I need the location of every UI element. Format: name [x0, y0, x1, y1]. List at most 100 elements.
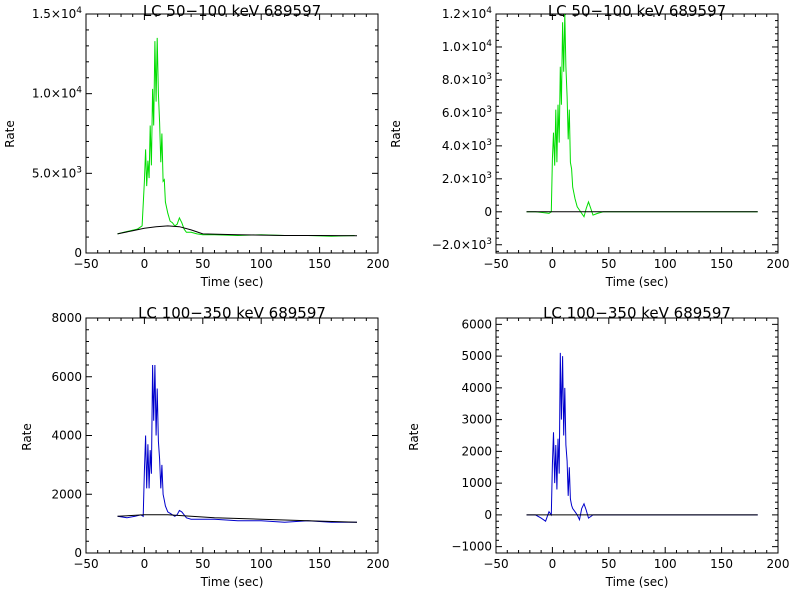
- x-tick-label: 150: [710, 557, 733, 571]
- y-tick-label-text: 0: [484, 205, 492, 219]
- y-tick-label: 1.5×104: [32, 6, 82, 21]
- y-tick-label-text: 3000: [461, 413, 492, 427]
- panel-bottom-right: LC 100−350 keV 689597 Time (sec) Rate −5…: [407, 304, 789, 589]
- plot-frame: [495, 13, 779, 254]
- y-tick-label-text: 8.0×10: [442, 73, 486, 87]
- y-tick-label-text: 0: [484, 508, 492, 522]
- y-tick-label: 0: [74, 546, 82, 560]
- y-tick-label-text: 1.5×10: [32, 7, 76, 21]
- y-axis-label: Rate: [407, 423, 421, 451]
- y-tick-label: 0: [484, 508, 492, 522]
- x-tick-label: 150: [710, 257, 733, 271]
- y-tick-label-text: 1.0×10: [32, 87, 76, 101]
- y-tick-label: 0: [484, 205, 492, 219]
- y-tick-label: 2000: [461, 444, 492, 458]
- plot-frame: [85, 13, 379, 254]
- x-tick-label: 200: [767, 257, 790, 271]
- y-tick-label: 6000: [51, 370, 82, 384]
- y-tick-exponent: 3: [486, 237, 492, 247]
- x-tick-label: 150: [308, 557, 331, 571]
- panel-top-right: LC 50−100 keV 689597 Time (sec) Rate −50…: [389, 2, 789, 289]
- y-tick-exponent: 4: [76, 86, 82, 96]
- x-tick-label: 200: [367, 257, 390, 271]
- x-axis-label: Time (sec): [605, 575, 669, 589]
- y-tick-exponent: 4: [486, 6, 492, 16]
- series-line: [526, 13, 758, 218]
- series-line: [117, 37, 355, 237]
- y-tick-label: 1.2×104: [442, 6, 492, 21]
- y-tick-label-text: 4000: [461, 381, 492, 395]
- x-axis-label: Time (sec): [200, 575, 264, 589]
- panel-title: LC 50−100 keV 689597: [548, 2, 726, 20]
- x-tick-label: 50: [195, 257, 210, 271]
- series-line: [117, 364, 357, 523]
- y-tick-label: 1000: [461, 476, 492, 490]
- x-tick-label: −50: [73, 257, 98, 271]
- series-line: [526, 352, 758, 522]
- panel-title: LC 100−350 keV 689597: [138, 304, 326, 322]
- x-tick-label: 0: [141, 557, 149, 571]
- panel-bottom-left: LC 100−350 keV 689597 Time (sec) Rate −5…: [20, 304, 389, 589]
- y-tick-label: 4.0×103: [442, 138, 492, 153]
- y-tick-label: 2000: [51, 487, 82, 501]
- x-tick-label: 100: [654, 557, 677, 571]
- x-tick-label: 50: [195, 557, 210, 571]
- x-tick-label: 50: [601, 557, 616, 571]
- x-tick-label: −50: [483, 557, 508, 571]
- plot-frame: [495, 317, 779, 554]
- x-tick-label: 50: [601, 257, 616, 271]
- y-tick-label: 8000: [51, 311, 82, 325]
- x-axis-label: Time (sec): [200, 275, 264, 289]
- y-tick-label: −2.0×103: [432, 237, 492, 252]
- y-tick-label-text: 1000: [461, 476, 492, 490]
- x-tick-label: 100: [250, 257, 273, 271]
- y-tick-exponent: 3: [486, 171, 492, 181]
- y-tick-label: 1.0×104: [32, 86, 82, 101]
- x-tick-label: 0: [549, 557, 557, 571]
- series-line: [117, 514, 358, 523]
- y-tick-label: 8.0×103: [442, 72, 492, 87]
- x-tick-label: 200: [367, 557, 390, 571]
- y-tick-exponent: 3: [486, 105, 492, 115]
- y-tick-label-text: 2.0×10: [442, 172, 486, 186]
- y-tick-label: 2.0×103: [442, 171, 492, 186]
- y-tick-label: 6.0×103: [442, 105, 492, 120]
- y-tick-label: 1.0×104: [442, 39, 492, 54]
- y-tick-label-text: 6000: [461, 317, 492, 331]
- y-tick-label-text: 5000: [461, 349, 492, 363]
- x-axis-label: Time (sec): [605, 275, 669, 289]
- x-tick-label: 150: [308, 257, 331, 271]
- y-tick-exponent: 4: [486, 39, 492, 49]
- y-axis-label: Rate: [3, 120, 17, 148]
- y-tick-label-text: 2000: [461, 444, 492, 458]
- y-tick-label-text: −2.0×10: [432, 238, 486, 252]
- x-tick-label: −50: [73, 557, 98, 571]
- y-tick-label-text: 1.0×10: [442, 40, 486, 54]
- y-tick-label-text: 1.2×10: [442, 7, 486, 21]
- y-axis-label: Rate: [20, 423, 34, 451]
- y-tick-label: 4000: [51, 429, 82, 443]
- y-tick-label: −1000: [451, 540, 492, 554]
- y-tick-exponent: 3: [486, 72, 492, 82]
- y-tick-label: 5.0×103: [32, 165, 82, 180]
- y-tick-label: 4000: [461, 381, 492, 395]
- panel-top-left: LC 50−100 keV 689597 Time (sec) Rate −50…: [3, 2, 389, 289]
- y-tick-label: 3000: [461, 413, 492, 427]
- y-tick-label-text: −1000: [451, 540, 492, 554]
- x-tick-label: 100: [250, 557, 273, 571]
- y-tick-exponent: 3: [486, 138, 492, 148]
- y-tick-label-text: 6000: [51, 370, 82, 384]
- y-tick-label-text: 2000: [51, 487, 82, 501]
- series-line: [117, 225, 358, 237]
- y-tick-label: 6000: [461, 317, 492, 331]
- y-tick-label-text: 4000: [51, 429, 82, 443]
- y-tick-label: 5000: [461, 349, 492, 363]
- panel-title: LC 50−100 keV 689597: [143, 2, 321, 20]
- y-tick-label-text: 8000: [51, 311, 82, 325]
- y-tick-label-text: 5.0×10: [32, 166, 76, 180]
- y-tick-label-text: 4.0×10: [442, 139, 486, 153]
- y-tick-exponent: 3: [76, 165, 82, 175]
- x-tick-label: 0: [141, 257, 149, 271]
- y-tick-label-text: 0: [74, 246, 82, 260]
